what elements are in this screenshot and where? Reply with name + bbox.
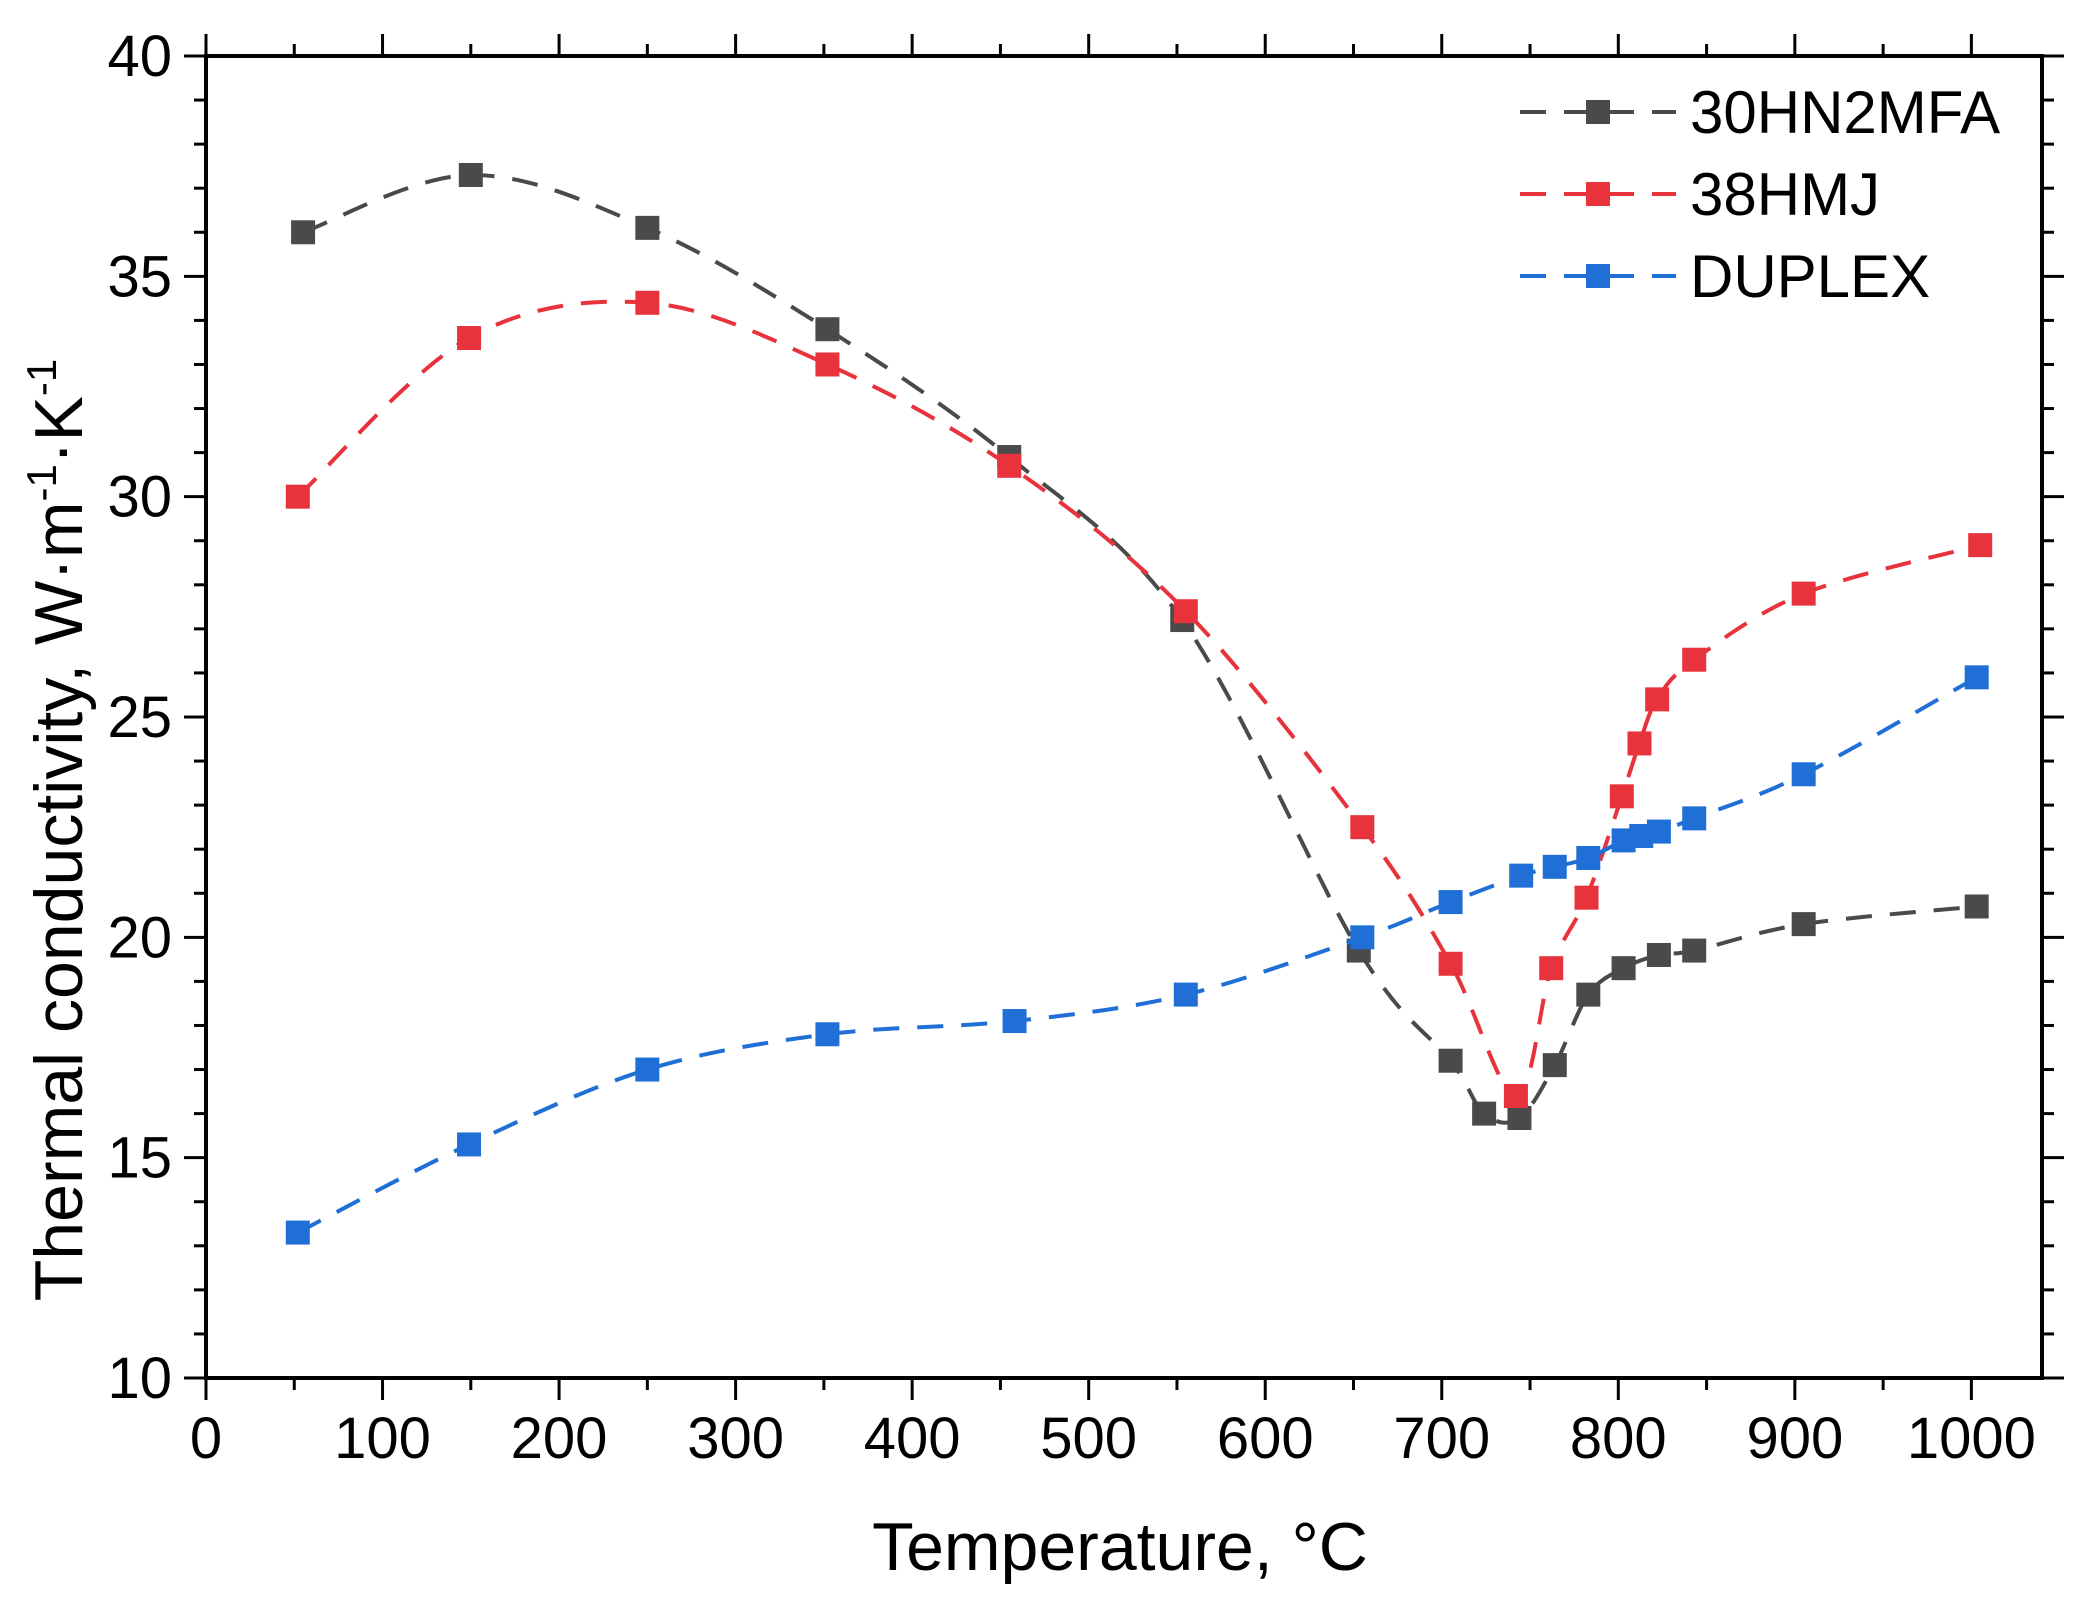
data-point [1507,1106,1532,1131]
legend-label: 30HN2MFA [1690,79,2000,146]
y-tick-label: 10 [107,1346,172,1411]
legend: 30HN2MFA 38HMJ DUPLEX [1520,79,2000,310]
axes-frame [184,34,2064,1400]
data-point [1646,819,1671,844]
x-tick-label: 700 [1393,1406,1490,1471]
x-tick-label: 0 [190,1406,222,1471]
data-point [1968,533,1993,558]
y-tick-label: 25 [107,685,172,750]
series-line [296,675,1978,1235]
data-point [815,317,840,342]
x-tick-label: 200 [511,1406,608,1471]
data-point [1472,1101,1497,1126]
data-point [635,290,660,315]
data-point [1350,925,1375,950]
x-tick-label: 900 [1746,1406,1843,1471]
data-point [1574,885,1599,910]
data-point [635,1057,660,1082]
legend-label: DUPLEX [1690,243,1930,310]
y-tick-label: 20 [107,905,172,970]
y-tick-label: 15 [107,1126,172,1191]
x-tick-label: 1000 [1907,1406,2036,1471]
data-point [1542,1053,1567,1078]
data-point [1645,687,1670,712]
y-axis-title-exp2: -1 [18,359,65,396]
data-point [1646,942,1671,967]
data-point [1964,894,1989,919]
legend-label: 38HMJ [1690,161,1880,228]
data-point [1438,890,1463,915]
series-38hmj [285,290,1993,1108]
data-point [1002,1009,1027,1034]
y-tick-label: 35 [107,244,172,309]
data-point [1964,665,1989,690]
tick-labels: 0 100 200 300 400 500 600 700 800 900 1000 10 15 20 25… [107,24,2035,1471]
x-tick-label: 300 [687,1406,784,1471]
data-point [1438,951,1463,976]
legend-marker [1586,100,1610,124]
y-axis-title-main: Thermal conductivity, W·m [21,501,97,1301]
x-tick-label: 400 [864,1406,961,1471]
series-line [296,299,1981,1098]
data-point [291,220,316,245]
y-tick-label: 40 [107,24,172,89]
data-point [1682,647,1707,672]
series-duplex [285,665,1989,1245]
data-point [815,352,840,377]
data-point [1576,846,1601,871]
data-point [1627,731,1652,756]
x-tick-label: 500 [1040,1406,1137,1471]
data-point [1503,1083,1528,1108]
data-point [997,453,1022,478]
legend-marker [1586,264,1610,288]
data-point [1611,956,1636,981]
data-point [285,484,310,509]
data-point [1682,806,1707,831]
y-tick-label: 30 [107,465,172,530]
x-tick-label: 600 [1217,1406,1314,1471]
data-point [1350,815,1375,840]
y-axis-title-exp1: -1 [18,464,65,501]
legend-marker [1586,182,1610,206]
data-point [815,1022,840,1047]
data-point [1682,938,1707,963]
data-point [1539,956,1564,981]
x-tick-label: 100 [334,1406,431,1471]
data-point [1509,863,1534,888]
series-line [302,172,1977,1125]
data-point [1609,784,1634,809]
data-point [1542,854,1567,879]
data-point [458,162,483,187]
data-point [457,326,482,351]
series-layer [285,162,1993,1245]
data-point [1173,599,1198,624]
data-point [1173,982,1198,1007]
x-axis-title: Temperature, °C [872,1509,1368,1585]
x-tick-label: 800 [1570,1406,1667,1471]
data-point [285,1220,310,1245]
data-point [1438,1048,1463,1073]
data-point [1791,762,1816,787]
y-axis-title: Thermal conductivity, W·m-1·K-1 [18,359,97,1301]
data-point [457,1132,482,1157]
data-point [1791,581,1816,606]
data-point [635,215,660,240]
data-point [1791,912,1816,937]
y-axis-title-mid: ·K [21,396,97,464]
data-point [1576,982,1601,1007]
